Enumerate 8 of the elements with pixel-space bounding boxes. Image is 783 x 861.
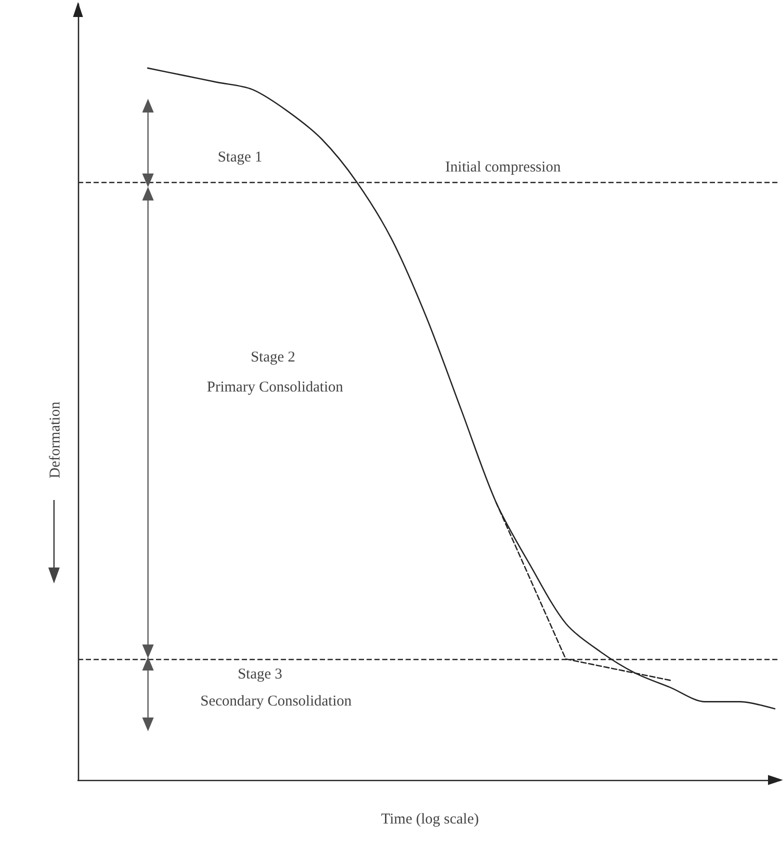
y-axis-title: Deformation — [48, 402, 64, 478]
annotation: Initial compression — [445, 160, 561, 176]
annotation: Primary Consolidation — [206, 380, 344, 396]
annotation: Secondary Consolidation — [200, 694, 352, 710]
x-axis-title: Time (log scale) — [381, 812, 479, 828]
annotation: Stage 2 — [250, 350, 296, 366]
annotation: Stage 1 — [218, 150, 262, 166]
annotation: Stage 3 — [238, 666, 282, 684]
